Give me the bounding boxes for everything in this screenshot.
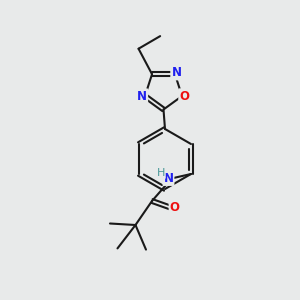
Text: N: N	[164, 172, 173, 185]
Text: N: N	[137, 89, 147, 103]
Text: O: O	[170, 201, 180, 214]
Text: O: O	[179, 89, 189, 103]
Text: N: N	[172, 66, 182, 79]
Text: H: H	[157, 168, 165, 178]
